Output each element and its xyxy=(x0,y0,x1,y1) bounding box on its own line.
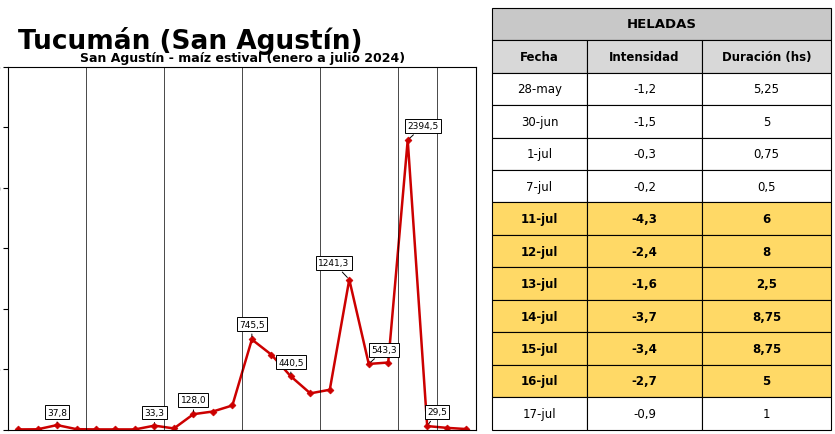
Bar xyxy=(492,106,587,138)
Text: -3,4: -3,4 xyxy=(631,342,657,355)
Text: -1,5: -1,5 xyxy=(633,115,656,128)
Text: 29,5: 29,5 xyxy=(427,408,447,424)
Text: 17-jul: 17-jul xyxy=(523,407,556,420)
Bar xyxy=(587,73,702,106)
Bar xyxy=(492,41,587,73)
Text: 0,75: 0,75 xyxy=(753,148,779,161)
Text: -4,3: -4,3 xyxy=(631,213,657,226)
Text: 1241,3: 1241,3 xyxy=(318,259,349,278)
Text: 8: 8 xyxy=(762,245,771,258)
Bar xyxy=(492,365,587,397)
Text: Duración (hs): Duración (hs) xyxy=(721,51,812,64)
Bar xyxy=(702,203,831,235)
Bar xyxy=(492,268,587,300)
Bar xyxy=(587,106,702,138)
Bar xyxy=(702,106,831,138)
Bar xyxy=(702,300,831,332)
Text: 16-jul: 16-jul xyxy=(521,375,559,388)
Text: -3,7: -3,7 xyxy=(631,310,657,323)
Text: -1,6: -1,6 xyxy=(631,277,657,290)
Text: 33,3: 33,3 xyxy=(144,408,164,423)
Bar xyxy=(702,365,831,397)
Bar xyxy=(492,9,831,41)
Text: 7-jul: 7-jul xyxy=(526,180,553,193)
Bar xyxy=(587,397,702,430)
Bar xyxy=(702,41,831,73)
Text: 2,5: 2,5 xyxy=(756,277,777,290)
Text: 14-jul: 14-jul xyxy=(521,310,559,323)
Text: 745,5: 745,5 xyxy=(239,320,265,337)
Text: 13-jul: 13-jul xyxy=(521,277,558,290)
Bar xyxy=(492,397,587,430)
Bar xyxy=(587,300,702,332)
Bar xyxy=(492,73,587,106)
Title: San Agustín - maíz estival (enero a julio 2024): San Agustín - maíz estival (enero a juli… xyxy=(79,52,405,65)
Bar xyxy=(702,138,831,171)
Text: Fecha: Fecha xyxy=(520,51,559,64)
Bar xyxy=(702,332,831,365)
Text: -2,4: -2,4 xyxy=(631,245,657,258)
Bar xyxy=(492,171,587,203)
Text: 5: 5 xyxy=(762,115,770,128)
Text: 15-jul: 15-jul xyxy=(521,342,559,355)
Text: 8,75: 8,75 xyxy=(752,310,781,323)
Text: 8,75: 8,75 xyxy=(752,342,781,355)
Bar xyxy=(702,235,831,268)
Bar xyxy=(587,171,702,203)
Bar xyxy=(492,203,587,235)
Text: 543,3: 543,3 xyxy=(371,345,397,362)
Text: 5,25: 5,25 xyxy=(753,83,779,96)
Text: 5: 5 xyxy=(762,375,771,388)
Text: -0,2: -0,2 xyxy=(633,180,656,193)
Text: 30-jun: 30-jun xyxy=(521,115,559,128)
Bar xyxy=(587,138,702,171)
Text: 440,5: 440,5 xyxy=(278,358,304,374)
Bar xyxy=(702,73,831,106)
Text: -0,9: -0,9 xyxy=(633,407,656,420)
Text: 12-jul: 12-jul xyxy=(521,245,558,258)
Text: 0,5: 0,5 xyxy=(757,180,776,193)
Text: -0,3: -0,3 xyxy=(633,148,656,161)
Bar xyxy=(587,235,702,268)
Bar xyxy=(587,203,702,235)
Text: Intensidad: Intensidad xyxy=(610,51,680,64)
Text: 2394,5: 2394,5 xyxy=(407,122,439,139)
Text: 28-may: 28-may xyxy=(517,83,562,96)
Bar xyxy=(587,268,702,300)
Bar xyxy=(492,138,587,171)
Bar xyxy=(492,332,587,365)
Bar xyxy=(702,397,831,430)
Text: HELADAS: HELADAS xyxy=(626,18,696,31)
Text: -1,2: -1,2 xyxy=(633,83,656,96)
Text: 1: 1 xyxy=(762,407,770,420)
Text: 11-jul: 11-jul xyxy=(521,213,558,226)
Bar xyxy=(702,171,831,203)
Text: -2,7: -2,7 xyxy=(631,375,657,388)
Text: 6: 6 xyxy=(762,213,771,226)
Bar xyxy=(492,235,587,268)
Text: 1-jul: 1-jul xyxy=(526,148,553,161)
Bar xyxy=(587,332,702,365)
Text: 37,8: 37,8 xyxy=(47,408,67,422)
Bar xyxy=(702,268,831,300)
Text: 128,0: 128,0 xyxy=(180,395,206,411)
Bar xyxy=(587,41,702,73)
Text: Tucumán (San Agustín): Tucumán (San Agustín) xyxy=(18,27,362,55)
Bar xyxy=(587,365,702,397)
Bar xyxy=(492,300,587,332)
